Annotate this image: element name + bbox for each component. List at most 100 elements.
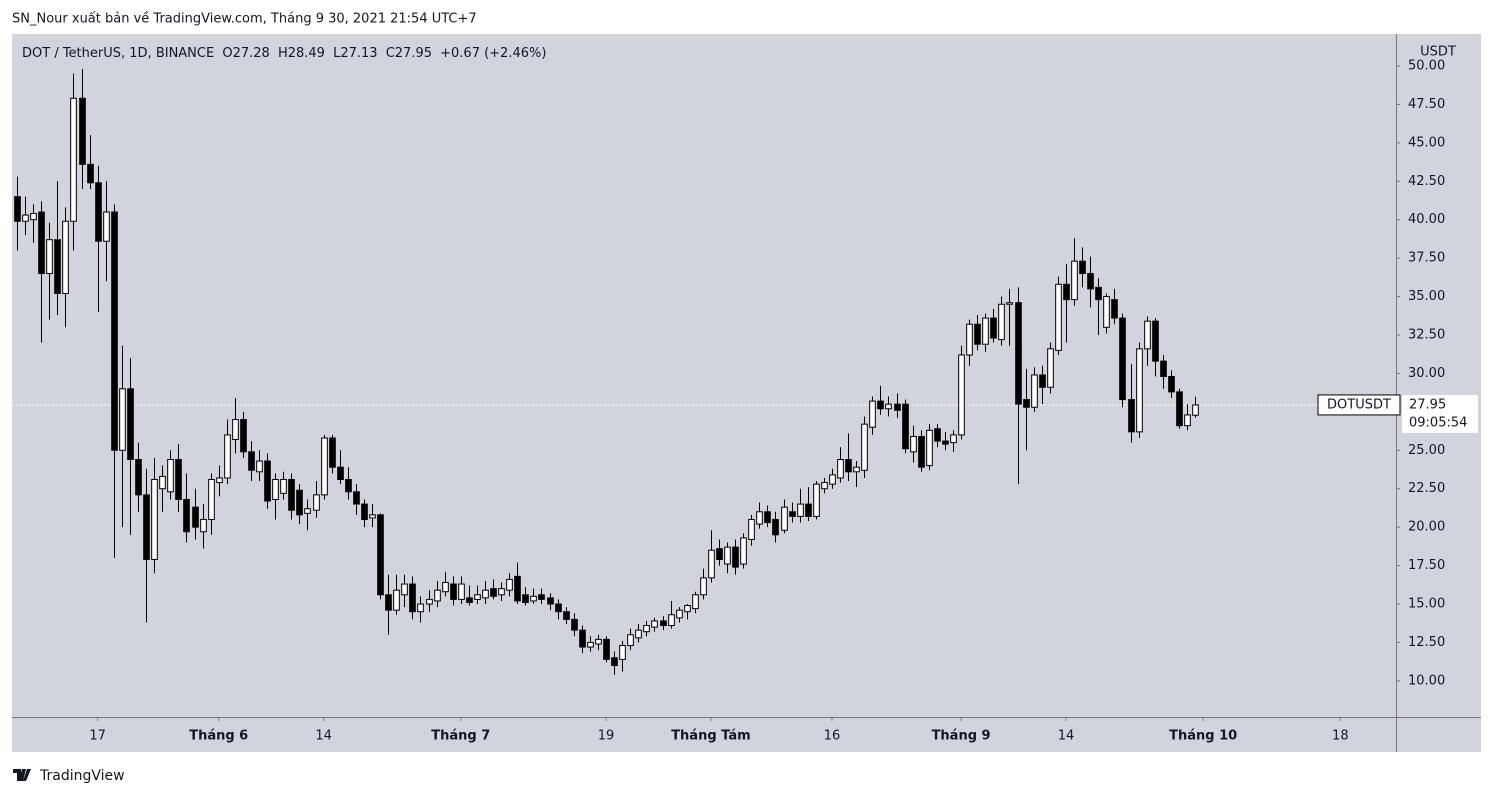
candle-body: [684, 605, 691, 613]
ohlc-key: L: [333, 46, 341, 61]
candle-body: [764, 511, 771, 524]
candle-body: [958, 354, 965, 436]
candle-body: [361, 503, 368, 520]
candle-body: [280, 478, 287, 494]
candle-body: [538, 594, 545, 600]
candle-body: [474, 594, 481, 600]
candle-body: [216, 477, 223, 484]
candle-body: [482, 589, 489, 599]
y-tick-label: 40.00: [1408, 212, 1445, 227]
candle-body: [232, 419, 239, 441]
candle-body: [426, 598, 433, 605]
candle-body: [264, 460, 271, 502]
candle-body: [926, 429, 933, 467]
candle-body: [692, 594, 699, 610]
candle-body: [1047, 348, 1054, 388]
candle-body: [643, 625, 650, 633]
x-tick-label: 17: [89, 729, 106, 744]
ohlc-value: 27.13: [340, 46, 377, 61]
candle-body: [1152, 320, 1159, 362]
candle-body: [14, 196, 21, 222]
candle-body: [498, 588, 505, 596]
candle-body: [103, 211, 110, 242]
candle-body: [337, 466, 344, 480]
candle-body: [982, 317, 989, 345]
candle-body: [651, 620, 658, 628]
y-tick-label: 45.00: [1408, 135, 1445, 150]
candle-body: [708, 549, 715, 579]
candle-body: [595, 638, 602, 645]
symbol-tag-box: [1317, 394, 1401, 416]
x-tick-label: 14: [1058, 729, 1075, 744]
candle-body: [369, 514, 376, 519]
candle-body: [1071, 260, 1078, 301]
candle-body: [490, 588, 497, 597]
candle-body: [224, 434, 231, 479]
candle-body: [845, 459, 852, 473]
candle-body: [183, 498, 190, 533]
candle-body: [724, 546, 731, 565]
candle-body: [772, 518, 779, 536]
candle-body: [619, 645, 626, 660]
candle-body: [1006, 302, 1013, 305]
logo: TradingView: [13, 768, 125, 784]
candle-body: [829, 474, 836, 485]
ohlc-value: 28.49: [288, 46, 325, 61]
candle-body: [119, 388, 126, 451]
x-tick-label: 19: [598, 729, 615, 744]
candle-body: [38, 211, 45, 275]
candle-body: [748, 518, 755, 540]
candle-body: [676, 609, 683, 619]
candle-body: [885, 403, 892, 410]
candle-body: [974, 323, 981, 345]
y-tick-label: 12.50: [1408, 635, 1445, 650]
candle-body: [22, 214, 29, 222]
price-tag-box: [1402, 394, 1478, 433]
candle-body: [208, 478, 215, 520]
candle-body: [46, 239, 53, 275]
y-tick-label: 37.50: [1408, 251, 1445, 266]
candle-body: [1103, 296, 1110, 328]
candle-body: [1039, 374, 1046, 388]
x-tick-label: 16: [824, 729, 841, 744]
candle-body: [547, 597, 554, 605]
y-tick-label: 20.00: [1408, 520, 1445, 535]
candle-body: [700, 577, 707, 596]
candle-body: [353, 491, 360, 505]
candle-body: [716, 548, 723, 560]
candle-body: [1031, 374, 1038, 408]
candle-body: [902, 403, 909, 450]
candle-body: [256, 460, 263, 473]
candle-body: [1087, 273, 1094, 290]
candle-body: [175, 459, 182, 500]
candle-body: [111, 211, 118, 451]
candle-body: [1192, 404, 1199, 416]
legend-header: DOT / TetherUS, 1D, BINANCE O27.28 H28.4…: [22, 46, 546, 61]
candle-body: [506, 578, 513, 591]
ohlc-key: H: [278, 46, 288, 61]
y-tick-label: 10.00: [1408, 673, 1445, 688]
candle-body: [1079, 260, 1086, 275]
candle-body: [87, 163, 94, 184]
candle-body: [998, 303, 1005, 341]
last-price: 27.95: [1409, 397, 1446, 412]
candle-body: [950, 434, 957, 444]
candle-body: [1095, 286, 1102, 301]
candle-body: [143, 494, 150, 560]
candle-body: [321, 437, 328, 496]
candle-body: [1063, 283, 1070, 301]
candle-body: [910, 435, 917, 453]
candle-body: [781, 506, 788, 531]
candle-body: [861, 423, 868, 471]
y-tick-label: 42.50: [1408, 174, 1445, 189]
candle-body: [966, 323, 973, 356]
countdown: 09:05:54: [1409, 415, 1467, 430]
candle-body: [1184, 414, 1191, 427]
symbol-tag: DOTUSDT: [1327, 397, 1391, 412]
chart-background: [12, 34, 1481, 752]
candle-body: [587, 641, 594, 648]
candle-body: [385, 594, 392, 611]
candle-body: [417, 603, 424, 613]
candle-body: [530, 595, 537, 602]
